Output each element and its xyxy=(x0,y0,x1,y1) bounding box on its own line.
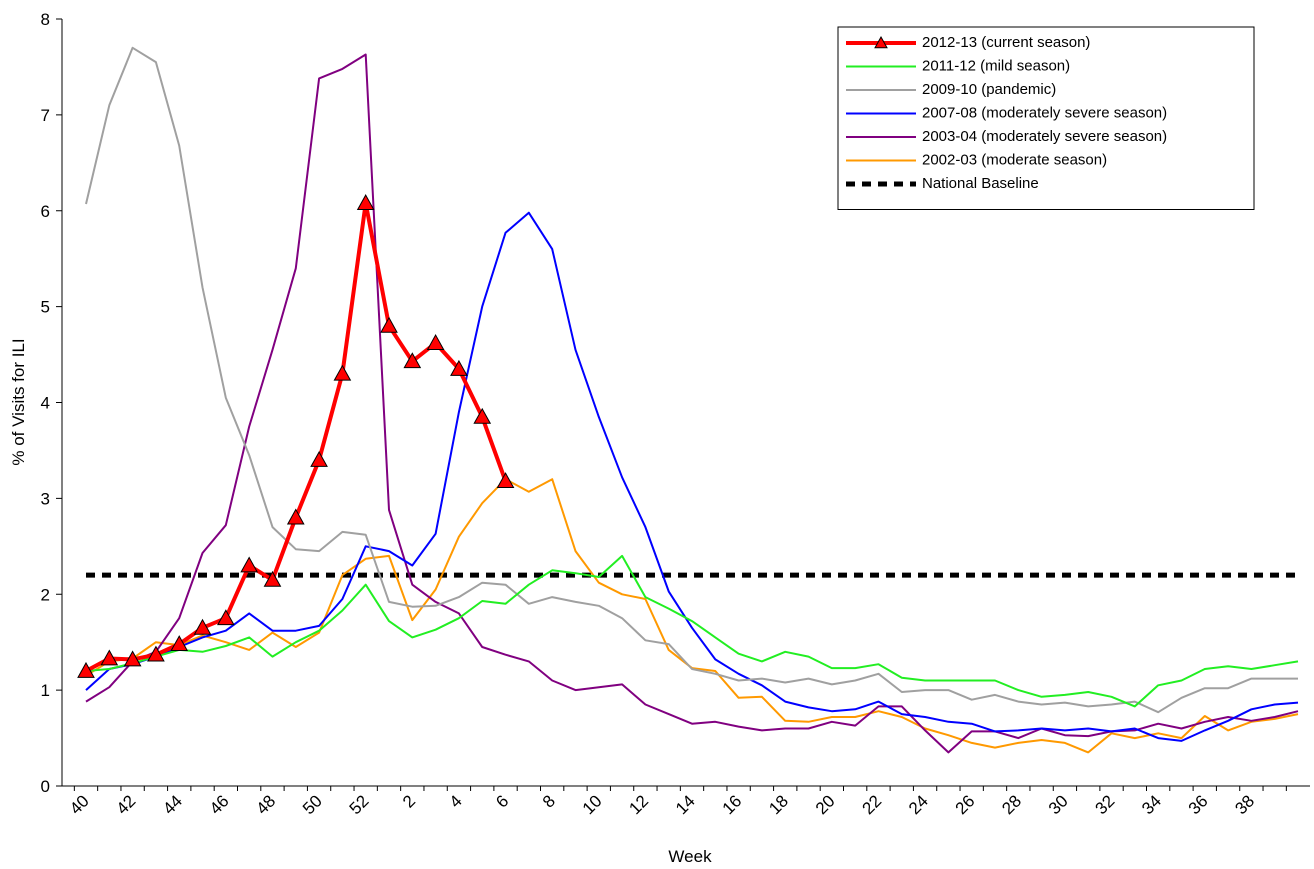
series-line xyxy=(85,201,508,673)
data-point xyxy=(240,556,259,573)
y-tick-label: 7 xyxy=(41,106,50,125)
legend-label: 2002-03 (moderate season) xyxy=(922,151,1107,168)
x-tick-label: 10 xyxy=(579,791,606,818)
x-tick-label: 12 xyxy=(625,791,652,818)
legend-label: National Baseline xyxy=(922,175,1039,192)
x-tick-label: 46 xyxy=(206,791,233,818)
x-tick-label: 32 xyxy=(1092,791,1119,818)
data-point xyxy=(193,618,212,635)
y-tick-label: 5 xyxy=(41,298,50,317)
y-axis-title: % of Visits for ILI xyxy=(9,338,28,465)
legend-label: 2003-04 (moderately severe season) xyxy=(922,128,1167,145)
legend-label: 2007-08 (moderately severe season) xyxy=(922,104,1167,121)
data-point xyxy=(450,359,468,376)
data-point xyxy=(380,316,398,333)
x-tick-label: 24 xyxy=(905,791,932,818)
data-point xyxy=(333,364,352,381)
x-tick-label: 8 xyxy=(539,791,559,811)
legend-box xyxy=(837,26,1255,210)
y-tick-label: 0 xyxy=(41,777,50,796)
data-point xyxy=(310,450,328,467)
x-tick-label: 36 xyxy=(1185,791,1212,818)
series-line xyxy=(85,53,1299,754)
y-tick-label: 2 xyxy=(41,585,50,604)
data-point xyxy=(170,635,189,652)
x-tick-label: 16 xyxy=(719,791,746,818)
data-point xyxy=(123,650,142,667)
x-tick-label: 30 xyxy=(1045,791,1072,818)
y-tick-label: 3 xyxy=(41,489,50,508)
x-axis-title: Week xyxy=(668,847,712,866)
x-tick-label: 38 xyxy=(1231,791,1258,818)
series-line xyxy=(85,211,1299,742)
data-point xyxy=(216,609,235,626)
x-tick-label: 48 xyxy=(252,791,279,818)
y-tick-label: 4 xyxy=(41,394,50,413)
legend-label: 2009-10 (pandemic) xyxy=(922,81,1056,98)
legend-label: 2012-13 (current season) xyxy=(922,34,1090,51)
legend-marker xyxy=(874,35,888,49)
data-point xyxy=(496,472,515,489)
x-tick-label: 20 xyxy=(812,791,839,818)
x-tick-label: 26 xyxy=(952,791,979,818)
legend-label: 2011-12 (mild season) xyxy=(922,57,1070,74)
data-point xyxy=(356,194,375,210)
x-tick-label: 2 xyxy=(399,791,419,811)
x-tick-label: 52 xyxy=(346,791,373,818)
y-tick-label: 1 xyxy=(41,681,50,700)
y-tick-label: 6 xyxy=(41,202,50,221)
x-tick-label: 28 xyxy=(998,791,1025,818)
x-tick-label: 14 xyxy=(672,791,699,818)
x-tick-label: 4 xyxy=(446,791,466,811)
data-point xyxy=(77,661,95,678)
x-tick-label: 34 xyxy=(1138,791,1165,818)
series-line xyxy=(85,554,1299,708)
x-tick-label: 44 xyxy=(159,791,186,818)
data-point xyxy=(263,570,282,587)
x-tick-label: 22 xyxy=(858,791,885,818)
data-point xyxy=(426,334,445,350)
y-tick-label: 8 xyxy=(41,10,50,29)
x-tick-label: 40 xyxy=(66,791,93,818)
x-tick-label: 18 xyxy=(765,791,792,818)
data-point xyxy=(286,508,305,525)
data-point xyxy=(147,645,165,662)
data-point xyxy=(403,352,422,369)
data-point xyxy=(473,407,492,424)
data-point xyxy=(100,649,119,666)
legend: 2012-13 (current season) 2011-12 (mild se… xyxy=(837,26,1255,210)
x-tick-label: 50 xyxy=(299,791,326,818)
x-tick-label: 6 xyxy=(492,791,512,811)
series-line xyxy=(85,478,1299,754)
x-tick-label: 42 xyxy=(113,791,140,818)
